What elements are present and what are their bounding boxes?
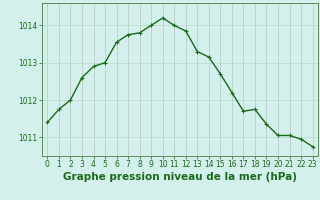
X-axis label: Graphe pression niveau de la mer (hPa): Graphe pression niveau de la mer (hPa)	[63, 172, 297, 182]
